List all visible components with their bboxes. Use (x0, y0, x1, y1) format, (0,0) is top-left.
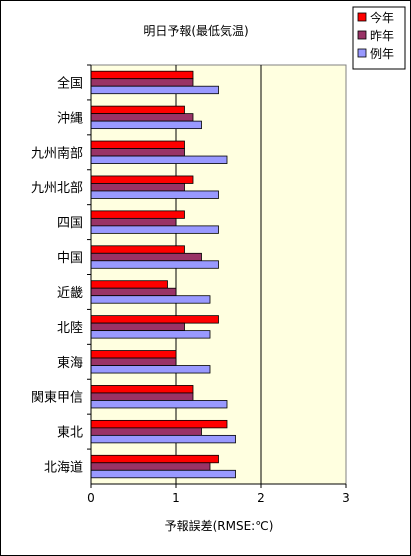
bar-normal (90, 225, 219, 234)
bar-normal (90, 330, 211, 339)
x-tick-label: 2 (257, 491, 265, 505)
bar-normal (90, 155, 228, 164)
bar-last (90, 252, 202, 262)
bar-last (90, 462, 211, 471)
bar-last (90, 217, 177, 227)
x-tick-label: 0 (87, 491, 95, 505)
x-axis-label: 予報誤差(RMSE:℃) (165, 518, 274, 533)
category-label: 全国 (57, 75, 83, 91)
bar-normal (90, 85, 219, 95)
bar-normal (90, 365, 211, 374)
bar-current (90, 350, 177, 359)
legend-label: 今年 (370, 10, 394, 25)
plot-area (90, 64, 347, 485)
category-label: 九州南部 (31, 145, 83, 161)
bar-normal (90, 190, 219, 199)
bar-last (90, 287, 177, 297)
legend-swatch (357, 12, 367, 22)
bar-current (90, 280, 168, 289)
bar-normal (90, 120, 202, 130)
category-label: 沖縄 (57, 111, 83, 126)
x-tick-label: 3 (342, 491, 350, 505)
bar-normal (90, 469, 236, 479)
bar-last (90, 78, 194, 87)
chart-title: 明日予報(最低気温) (143, 23, 248, 38)
bar-current (90, 210, 185, 219)
bar-last (90, 427, 202, 436)
category-label: 四国 (57, 216, 83, 231)
bar-current (90, 385, 194, 394)
bar-last (90, 148, 185, 157)
category-label: 東海 (57, 355, 83, 371)
bar-current (90, 175, 194, 184)
bar-current (90, 454, 219, 464)
category-label: 近畿 (57, 286, 83, 301)
bar-normal (90, 400, 228, 409)
category-label: 北海道 (44, 461, 83, 476)
bar-current (90, 140, 185, 149)
category-label: 東北 (57, 425, 83, 441)
bar-last (90, 113, 194, 122)
bar-last (90, 357, 177, 366)
category-label: 関東甲信 (31, 390, 83, 406)
bar-current (90, 70, 194, 80)
bar-current (90, 315, 219, 324)
bar-current (90, 105, 185, 115)
category-label: 中国 (57, 251, 83, 266)
legend-swatch (357, 30, 367, 40)
legend-swatch (357, 48, 367, 58)
bar-last (90, 392, 194, 401)
bar-current (90, 245, 185, 254)
bar-last (90, 183, 185, 192)
bar-normal (90, 434, 236, 444)
bar-normal (90, 260, 219, 269)
bar-last (90, 322, 185, 332)
x-tick-label: 1 (172, 491, 180, 505)
legend-label: 昨年 (370, 29, 394, 43)
bar-current (90, 419, 228, 429)
category-label: 九州北部 (31, 181, 83, 196)
bar-normal (90, 295, 211, 304)
legend-label: 例年 (370, 47, 394, 61)
category-label: 北陸 (57, 320, 83, 336)
